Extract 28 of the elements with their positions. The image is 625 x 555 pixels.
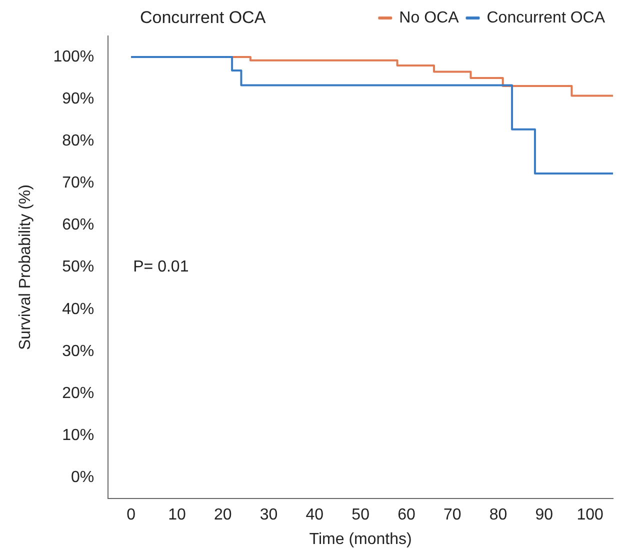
y-tick-label: 60%	[62, 216, 94, 234]
y-tick-label: 0%	[70, 468, 94, 486]
x-tick-label: 50	[352, 506, 370, 524]
x-tick-label: 60	[398, 506, 416, 524]
x-tick-label: 20	[214, 506, 232, 524]
y-axis-title: Survival Probability (%)	[17, 184, 34, 350]
x-tick-label: 10	[168, 506, 186, 524]
x-tick-label: 40	[306, 506, 324, 524]
y-tick-label: 90%	[62, 90, 94, 108]
chart-title: Concurrent OCA	[140, 8, 266, 28]
y-tick-label: 70%	[62, 174, 94, 192]
legend-label: Concurrent OCA	[486, 9, 606, 26]
annotation: P= 0.01	[133, 258, 189, 276]
legend-label: No OCA	[399, 9, 460, 26]
x-tick-label: 90	[535, 506, 554, 524]
y-tick-label: 50%	[62, 258, 94, 276]
y-tick-label: 40%	[62, 300, 94, 318]
x-axis-title: Time (months)	[309, 530, 412, 548]
x-tick-label: 80	[489, 506, 508, 524]
x-tick-label: 70	[443, 506, 462, 524]
x-tick-label: 0	[126, 506, 136, 524]
x-tick-label: 100	[576, 506, 604, 524]
y-tick-label: 10%	[62, 426, 94, 444]
y-tick-label: 30%	[62, 342, 94, 360]
y-tick-label: 80%	[62, 132, 94, 150]
y-tick-label: 100%	[53, 48, 94, 66]
y-tick-label: 20%	[62, 384, 94, 402]
x-tick-label: 30	[260, 506, 278, 524]
